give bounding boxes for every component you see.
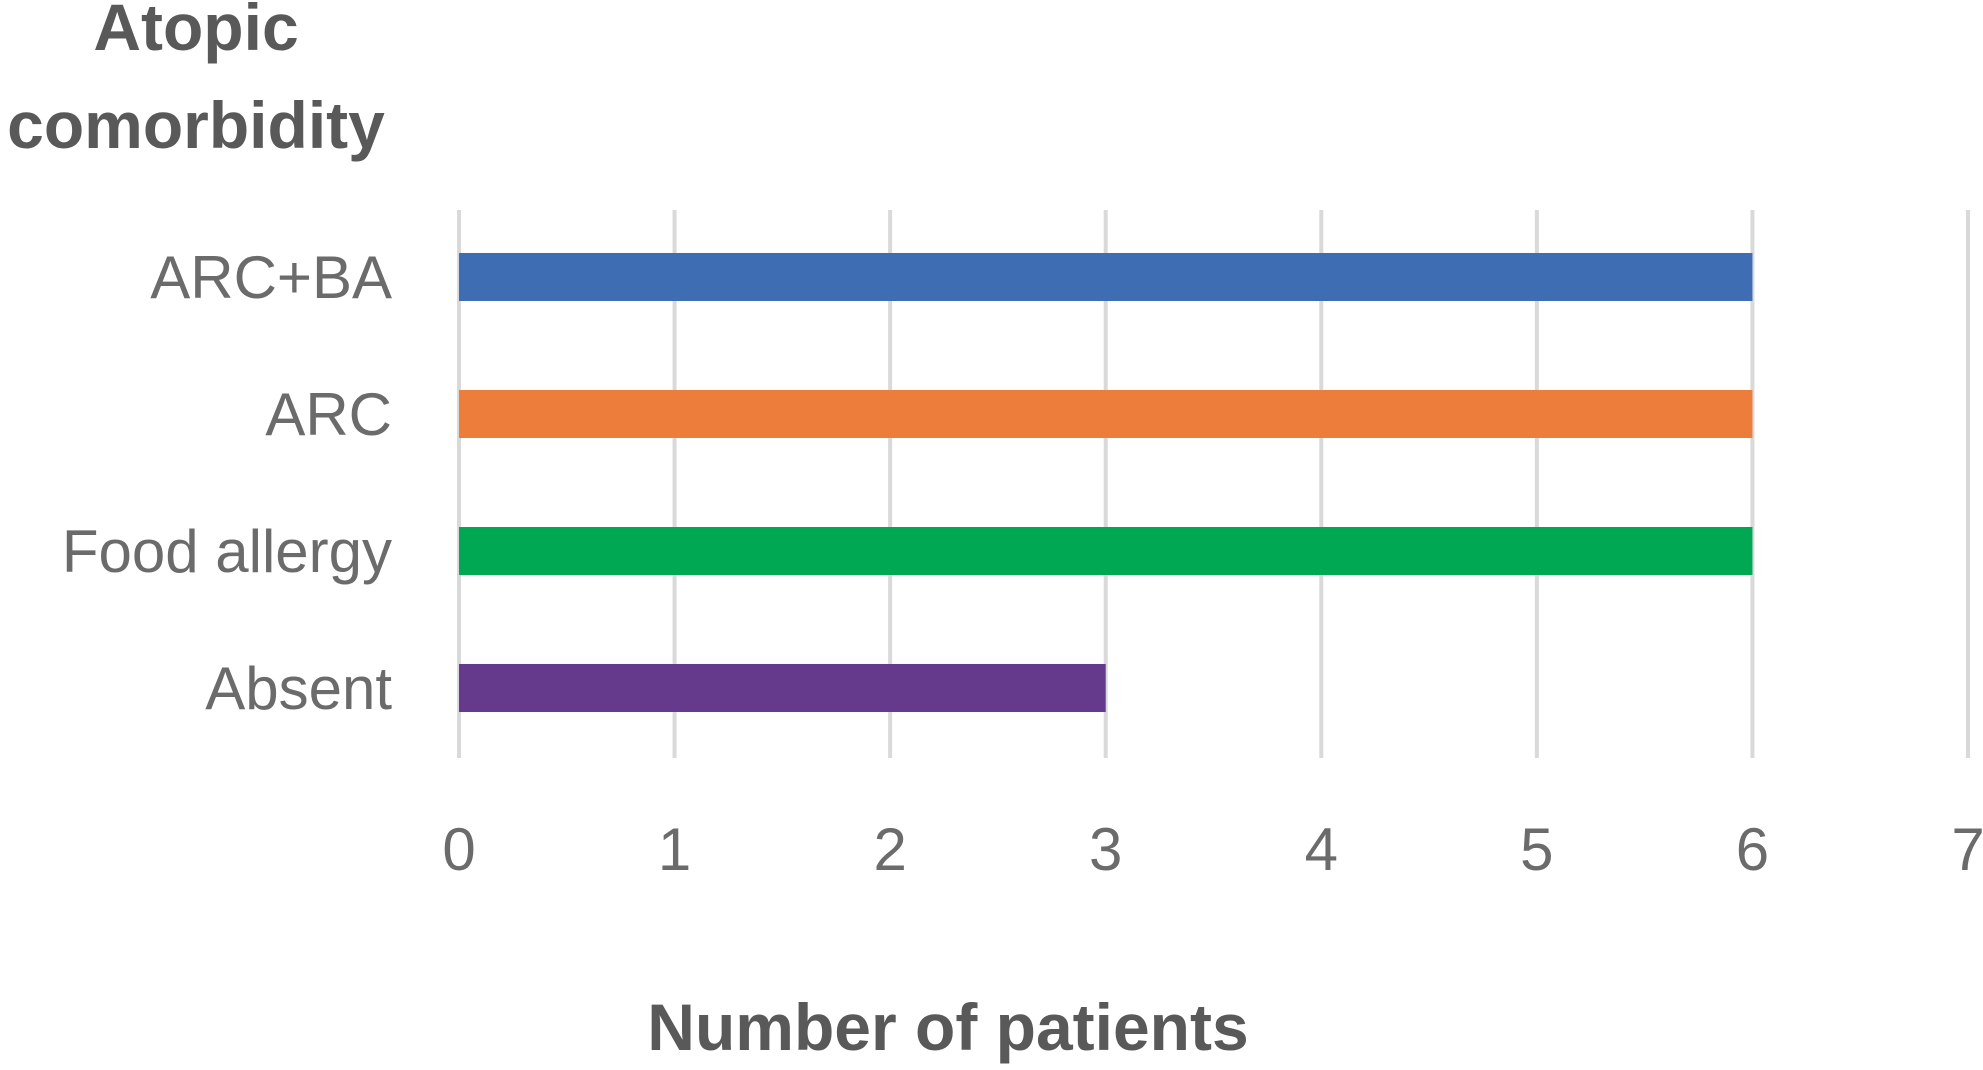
category-label-food-allergy: Food allergy <box>62 518 392 585</box>
category-label-arc: ARC <box>265 381 392 448</box>
bar-absent <box>459 664 1106 712</box>
x-tick-label-5: 5 <box>1520 816 1553 883</box>
x-tick-label-3: 3 <box>1089 816 1122 883</box>
category-label-arc-ba: ARC+BA <box>150 244 392 311</box>
y-axis-title-line-2: comorbidity <box>7 88 385 162</box>
x-tick-label-0: 0 <box>442 816 475 883</box>
x-tick-label-6: 6 <box>1736 816 1769 883</box>
bars <box>459 253 1753 712</box>
category-labels: ARC+BA ARC Food allergy Absent <box>62 244 393 722</box>
category-label-absent: Absent <box>205 655 392 722</box>
y-axis-title: Atopic comorbidity <box>7 0 385 162</box>
x-tick-label-4: 4 <box>1305 816 1338 883</box>
y-axis-title-line-1: Atopic <box>93 0 298 64</box>
x-axis-tick-labels: 0 1 2 3 4 5 6 7 <box>442 816 1983 883</box>
bar-food-allergy <box>459 527 1753 575</box>
bar-arc-ba <box>459 253 1753 301</box>
x-tick-label-7: 7 <box>1951 816 1983 883</box>
x-tick-label-1: 1 <box>658 816 691 883</box>
gridlines <box>457 210 1970 758</box>
x-axis-title: Number of patients <box>647 990 1248 1064</box>
x-tick-label-2: 2 <box>873 816 906 883</box>
bar-arc <box>459 390 1753 438</box>
